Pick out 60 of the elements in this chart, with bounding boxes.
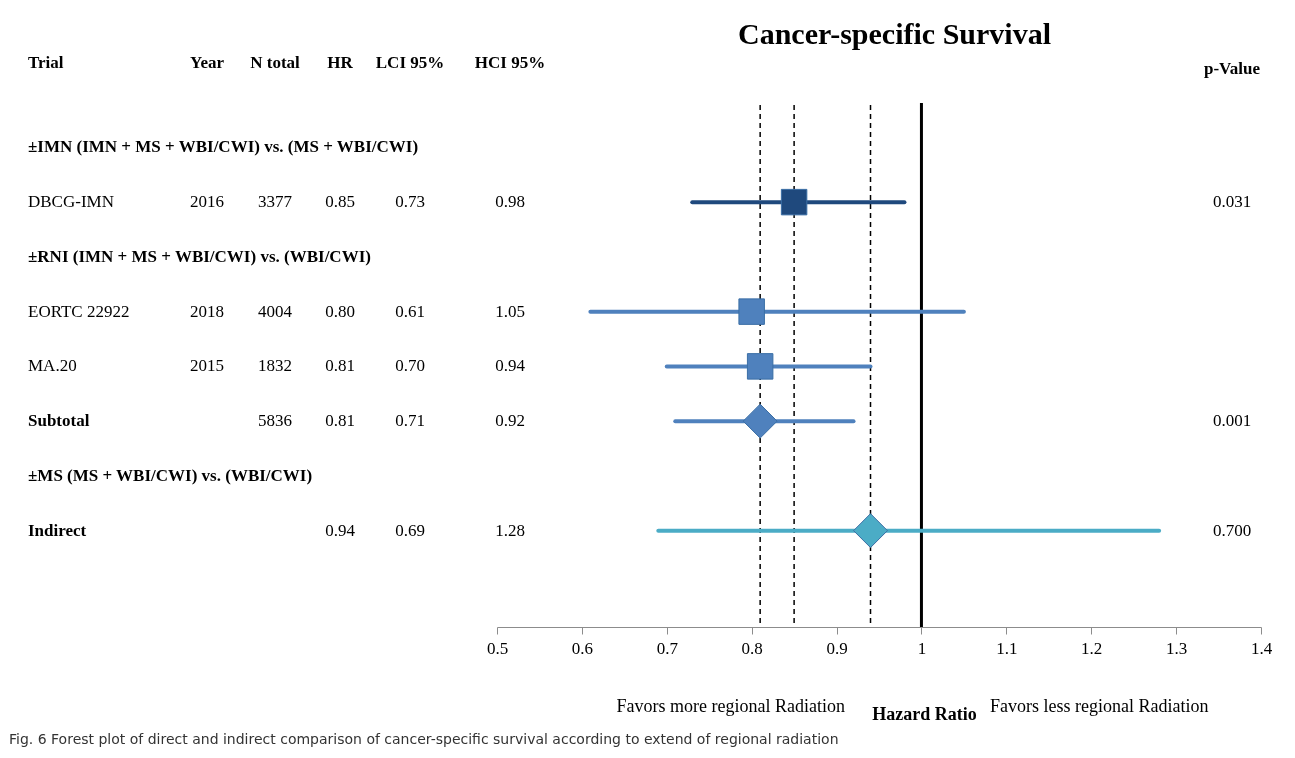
- text: 3377: [258, 192, 293, 212]
- text: 0.94: [325, 520, 356, 540]
- text: 0.71: [395, 411, 425, 431]
- x-tick-label: 1.1: [996, 638, 1018, 658]
- annotation: 0.92: [495, 411, 525, 431]
- text: Trial: [28, 53, 64, 72]
- point: [746, 353, 774, 380]
- point: [738, 298, 765, 325]
- text: 0.85: [325, 192, 355, 212]
- text: 0.80: [325, 301, 355, 321]
- y-tick-label: EORTC 22922: [28, 301, 130, 321]
- text: 0.61: [395, 301, 425, 321]
- text: Favors more regional Radiation: [616, 696, 845, 716]
- text: 0.69: [395, 520, 425, 540]
- x-tick-label: 0.8: [741, 638, 763, 658]
- text: 2015: [190, 356, 224, 376]
- text: 5836: [258, 411, 292, 431]
- x-tick-label: 1: [917, 638, 927, 658]
- annotation: 1.28: [495, 520, 525, 540]
- point: [853, 513, 888, 549]
- text: p-Value: [1203, 59, 1261, 78]
- annotation: 0.700: [1212, 520, 1252, 540]
- y-tick-label: ±IMN (IMN + MS + WBI/CWI) vs. (MS + WBI/CWI): [28, 137, 419, 157]
- text: 2018: [190, 301, 224, 321]
- text: HR: [327, 53, 354, 72]
- point: [780, 188, 808, 216]
- point: [742, 403, 778, 439]
- text: Year: [190, 53, 225, 72]
- x-axis-title: Hazard Ratio: [872, 703, 977, 724]
- y-tick-label: ±MS (MS + WBI/CWI) vs. (WBI/CWI): [28, 465, 313, 485]
- annotation: 1.05: [495, 301, 525, 321]
- x-tick-label: 1.4: [1250, 638, 1273, 658]
- y-tick-label: DBCG-IMN: [28, 192, 114, 212]
- text: 0.81: [325, 356, 355, 376]
- annotation: 0.98: [495, 192, 525, 212]
- text: Favors less regional Radiation: [990, 696, 1209, 716]
- text: 1832: [258, 356, 292, 376]
- text: 0.73: [395, 192, 425, 212]
- x-tick-label: 0.6: [571, 638, 594, 658]
- y-tick-label: ±RNI (IMN + MS + WBI/CWI) vs. (WBI/CWI): [28, 246, 371, 266]
- caption: Fig. 6 Forest plot of direct and indirect comparison of cancer-specific survival according to extend of regional radiation: [9, 731, 839, 747]
- y-tick-label: MA.20: [28, 356, 77, 376]
- annotation: 0.94: [495, 356, 526, 376]
- text: 2016: [190, 192, 224, 212]
- annotation: 0.031: [1212, 192, 1252, 212]
- x-tick-label: 1.3: [1165, 638, 1188, 658]
- chart-title: Cancer-specific Survival: [738, 17, 1051, 50]
- y-tick-label: Indirect: [28, 520, 87, 540]
- text: N total: [250, 53, 301, 72]
- y-tick-label: Subtotal: [28, 411, 90, 431]
- x-tick-label: 1.2: [1081, 638, 1103, 658]
- annotation: 0.001: [1212, 411, 1252, 431]
- text: 0.81: [325, 411, 355, 431]
- x-tick-label: 0.5: [486, 638, 509, 658]
- text: 4004: [258, 301, 293, 321]
- text: HCI 95%: [474, 53, 546, 72]
- text: 0.70: [395, 356, 425, 376]
- text: LCI 95%: [375, 53, 445, 72]
- x-tick-label: 0.9: [826, 638, 848, 658]
- x-tick-label: 0.7: [656, 638, 679, 658]
